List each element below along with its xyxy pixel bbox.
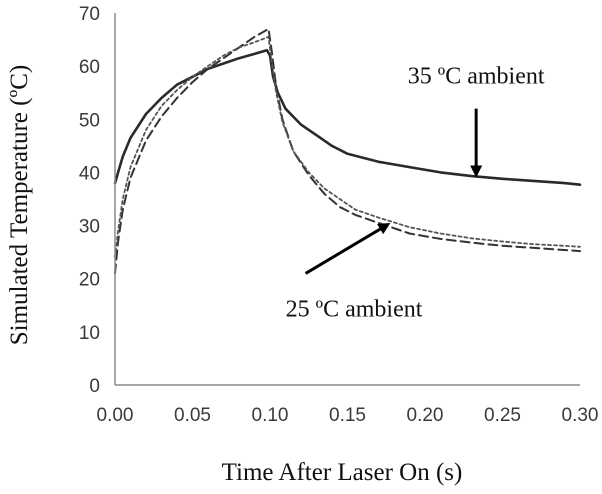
y-tick-label: 40 <box>79 163 100 184</box>
x-tick-label: 0.05 <box>174 405 211 426</box>
series-line-dotted <box>114 36 581 259</box>
x-tick-label: 0.25 <box>484 405 521 426</box>
x-tick-label: 0.20 <box>407 405 444 426</box>
x-tick-label: 0.00 <box>97 405 134 426</box>
y-tick-label: 10 <box>79 323 100 344</box>
annotation-label: 35 ºC ambient <box>408 64 545 90</box>
axes <box>114 13 580 386</box>
series-line-dashed <box>114 27 581 275</box>
x-tick-label: 0.10 <box>252 405 289 426</box>
y-tick-label: 20 <box>79 270 100 291</box>
y-axis-title: Simulated Temperature (ºC) <box>6 65 33 345</box>
y-tick-label: 70 <box>79 4 100 25</box>
y-tick-label: 0 <box>89 376 100 397</box>
annotation-arrow <box>304 222 391 275</box>
y-tick-label: 30 <box>79 217 100 238</box>
x-axis-title: Time After Laser On (s) <box>222 459 463 486</box>
x-tick-labels: 0.00 0.05 0.10 0.15 0.20 0.25 0.30 <box>97 405 599 426</box>
x-tick-label: 0.30 <box>562 405 599 426</box>
annotations: 35 ºC ambient 25 ºC ambient <box>286 64 545 323</box>
x-tick-label: 0.15 <box>329 405 366 426</box>
y-tick-labels: 0 10 20 30 40 50 60 70 <box>79 4 100 397</box>
annotation-label: 25 ºC ambient <box>286 296 423 322</box>
y-tick-label: 60 <box>79 57 100 78</box>
plot-lines <box>113 27 582 275</box>
y-tick-label: 50 <box>79 110 100 131</box>
